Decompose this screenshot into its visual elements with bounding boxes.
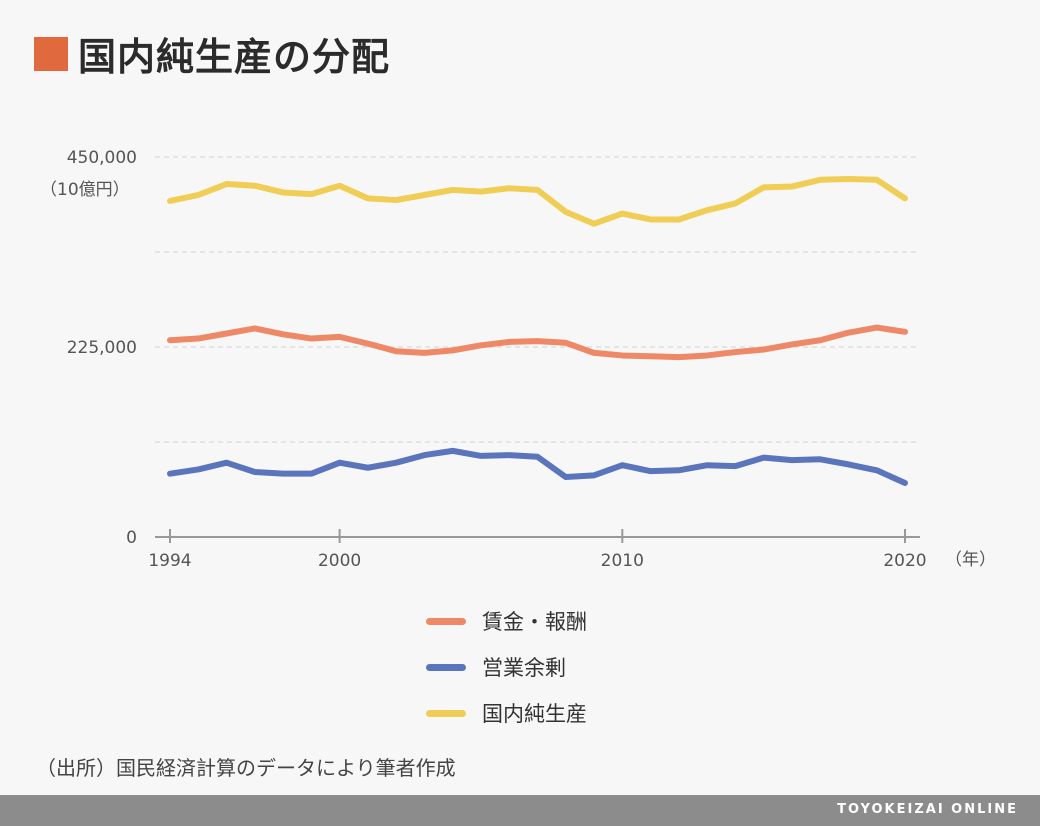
series-line-operating-surplus: [167, 447, 908, 486]
x-tick-label-1: 2000: [318, 551, 361, 571]
legend-label-wages: 賃金・報酬: [482, 610, 587, 634]
legend-label-operating-surplus: 営業余剰: [482, 656, 566, 680]
series-line-net-domestic-product: [167, 175, 908, 227]
legend: 賃金・報酬 営業余剰 国内純生産: [426, 598, 587, 736]
source-note: （出所）国民経済計算のデータにより筆者作成: [36, 756, 456, 780]
legend-item-wages: 賃金・報酬: [426, 598, 587, 644]
chart-title-text: 国内純生産の分配: [78, 35, 391, 79]
chart-title: 国内純生産の分配: [34, 26, 390, 81]
legend-item-operating-surplus: 営業余剰: [426, 644, 587, 690]
grid-lines: [155, 156, 917, 443]
footer-bar: TOYOKEIZAI ONLINE: [0, 795, 1040, 826]
legend-swatch-net-domestic-product: [426, 709, 466, 717]
axes: 0 225,000 450,000 1994 2000 2010 2020: [67, 148, 927, 571]
legend-swatch-wages: [426, 617, 466, 625]
x-tick-label-2: 2010: [601, 551, 644, 571]
title-square-icon: [34, 36, 68, 71]
line-chart: 0 225,000 450,000 1994 2000 2010 2020 （10億円） （…: [40, 148, 996, 571]
y-tick-label-1: 225,000: [67, 338, 137, 358]
legend-label-net-domestic-product: 国内純生産: [482, 702, 587, 726]
y-tick-label-2: 450,000: [67, 148, 137, 168]
y-axis-unit: （10億円）: [40, 180, 130, 200]
brand-label: TOYOKEIZAI ONLINE: [837, 802, 1018, 817]
x-tick-label-0: 1994: [148, 551, 191, 571]
x-axis-unit: （年）: [945, 550, 996, 570]
x-tick-label-3: 2020: [883, 551, 926, 571]
series-line-wages: [167, 324, 908, 361]
legend-item-net-domestic-product: 国内純生産: [426, 690, 587, 736]
legend-swatch-operating-surplus: [426, 663, 466, 671]
y-tick-label-0: 0: [126, 528, 137, 548]
series-lines: [167, 175, 908, 486]
